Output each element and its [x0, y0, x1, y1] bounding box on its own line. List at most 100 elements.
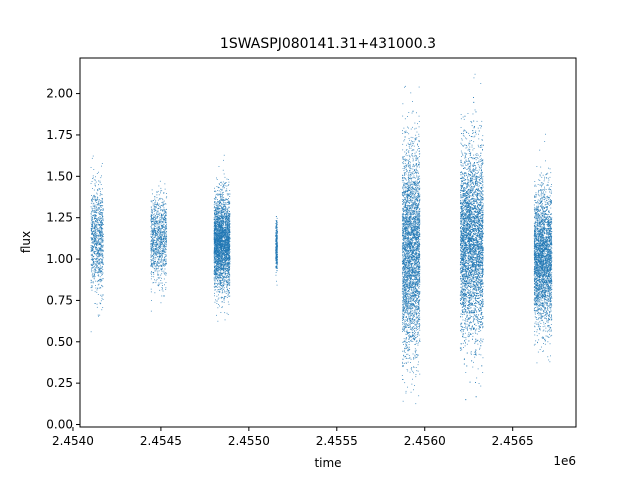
- data-point: [154, 279, 155, 281]
- data-point: [227, 226, 229, 228]
- data-point: [153, 261, 155, 262]
- data-point: [217, 255, 219, 257]
- data-point: [91, 249, 93, 251]
- data-point: [229, 238, 231, 240]
- data-point: [225, 242, 226, 244]
- data-point: [93, 214, 94, 216]
- data-point: [229, 225, 230, 227]
- data-point: [222, 264, 224, 265]
- data-point: [95, 240, 97, 242]
- data-point: [215, 210, 216, 212]
- data-point: [102, 236, 104, 238]
- data-point: [95, 249, 97, 250]
- data-point: [150, 254, 152, 256]
- data-point: [163, 247, 165, 249]
- data-point: [219, 223, 221, 225]
- data-point: [216, 300, 218, 302]
- data-point: [99, 254, 101, 256]
- data-point: [223, 281, 225, 283]
- data-point: [223, 202, 225, 203]
- data-point: [101, 255, 103, 257]
- data-point: [91, 285, 93, 286]
- data-point: [227, 243, 229, 245]
- data-point: [222, 225, 224, 227]
- data-point: [229, 259, 231, 261]
- data-point: [216, 223, 217, 224]
- data-point: [94, 210, 96, 211]
- data-point: [225, 242, 227, 244]
- data-point: [153, 245, 154, 247]
- data-point: [220, 241, 221, 242]
- data-point: [225, 199, 227, 201]
- data-point: [223, 254, 225, 256]
- data-point: [218, 231, 220, 233]
- data-point: [96, 245, 98, 246]
- data-point: [226, 275, 228, 277]
- data-point: [151, 218, 152, 220]
- data-point: [101, 165, 102, 167]
- data-point: [222, 186, 224, 187]
- data-point: [224, 265, 226, 267]
- data-point: [215, 223, 217, 225]
- data-point: [98, 235, 100, 237]
- data-point: [152, 200, 154, 201]
- data-point: [156, 264, 158, 265]
- data-point: [164, 264, 165, 266]
- data-point: [229, 260, 231, 262]
- data-point: [221, 232, 223, 233]
- data-point: [227, 254, 229, 256]
- data-point: [214, 206, 215, 207]
- data-point: [155, 257, 157, 258]
- data-point: [224, 241, 226, 243]
- data-point: [276, 266, 278, 268]
- data-point: [163, 248, 165, 250]
- data-point: [221, 237, 223, 239]
- data-point: [214, 207, 216, 209]
- data-point: [216, 251, 217, 253]
- data-point: [99, 278, 100, 280]
- data-point: [152, 258, 154, 260]
- data-point: [217, 251, 219, 253]
- data-point: [222, 278, 223, 280]
- data-point: [158, 258, 160, 260]
- data-point: [92, 255, 94, 257]
- data-point: [91, 230, 92, 231]
- data-point: [213, 265, 215, 267]
- data-point: [221, 229, 223, 231]
- data-point: [215, 274, 217, 276]
- data-point: [96, 233, 98, 234]
- data-point: [150, 278, 152, 280]
- data-point: [214, 257, 216, 259]
- data-point: [227, 245, 229, 247]
- data-point: [219, 263, 221, 265]
- data-point: [225, 206, 227, 208]
- data-point: [91, 248, 93, 249]
- data-point: [95, 270, 97, 272]
- data-point: [221, 222, 223, 224]
- data-point: [220, 264, 221, 266]
- data-point: [218, 233, 220, 234]
- data-point: [156, 242, 157, 244]
- data-point: [220, 283, 221, 285]
- data-point: [214, 236, 216, 238]
- data-point: [93, 241, 95, 243]
- data-point: [221, 227, 223, 228]
- data-point: [216, 261, 218, 263]
- data-point: [165, 225, 167, 227]
- data-point: [226, 263, 228, 265]
- data-point: [222, 290, 223, 292]
- data-point: [221, 189, 223, 191]
- data-point: [220, 312, 222, 313]
- data-point: [224, 221, 226, 223]
- data-point: [92, 238, 94, 240]
- data-point: [222, 210, 224, 212]
- data-point: [155, 233, 157, 235]
- data-point: [221, 193, 223, 195]
- data-point: [155, 236, 157, 238]
- data-point: [162, 240, 164, 242]
- data-point: [153, 237, 155, 239]
- data-point: [156, 243, 158, 245]
- data-point: [226, 281, 227, 283]
- data-point: [226, 297, 228, 298]
- data-point: [222, 266, 224, 268]
